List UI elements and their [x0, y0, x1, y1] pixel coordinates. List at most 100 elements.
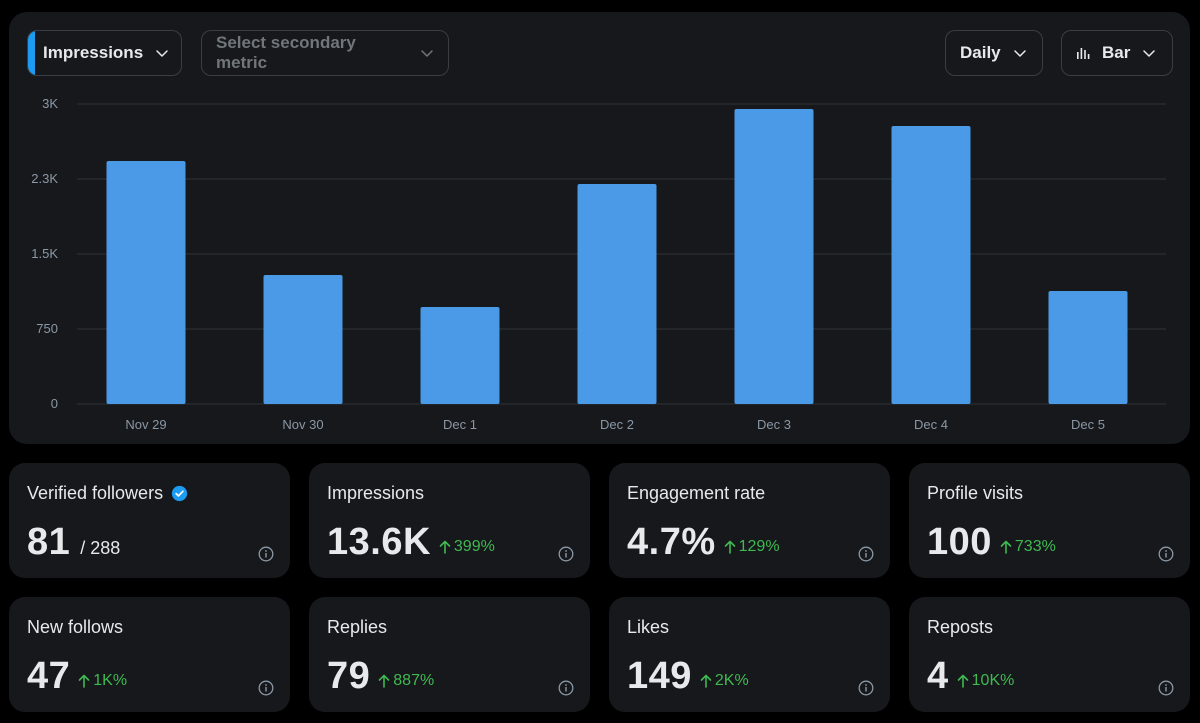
card-value: 81	[27, 521, 71, 563]
y-tick-label: 2.3K	[31, 171, 58, 186]
card-change: 733%	[1000, 538, 1056, 556]
card-label: Profile visits	[927, 483, 1024, 503]
y-tick-label: 750	[36, 321, 58, 336]
bar-dec-4[interactable]	[891, 126, 971, 404]
card-engagement-rate: Engagement rate 4.7% 129%	[609, 463, 890, 578]
info-icon[interactable]	[558, 680, 574, 696]
x-tick-label: Dec 4	[914, 417, 948, 432]
chart-type-dropdown[interactable]: Bar	[1061, 30, 1173, 76]
card-value-row: 81 / 288	[27, 521, 120, 564]
card-replies: Replies 79 887%	[309, 597, 590, 712]
card-value: 13.6K	[327, 521, 431, 563]
card-value: 149	[627, 655, 692, 697]
arrow-up-icon	[724, 540, 735, 554]
card-value-row: 47 1K%	[27, 655, 127, 698]
card-label: Reposts	[927, 617, 994, 637]
arrow-up-icon	[78, 674, 90, 688]
bar-dec-5[interactable]	[1048, 291, 1128, 404]
bar-nov-29[interactable]	[106, 161, 186, 404]
secondary-metric-placeholder: Select secondary metric	[216, 33, 356, 72]
x-tick-label: Nov 29	[125, 417, 166, 432]
arrow-up-icon	[439, 540, 451, 554]
card-label: Replies	[327, 617, 388, 637]
chart-type-label: Bar	[1102, 43, 1131, 62]
card-profile-visits: Profile visits 100 733%	[909, 463, 1190, 578]
x-tick-label: Dec 5	[1071, 417, 1105, 432]
chart-panel: 0 750 1.5K 2.3K 3K Nov 29 Nov 30 Dec 1 Dec 2 Dec …	[9, 12, 1190, 444]
y-tick-label: 0	[51, 396, 58, 411]
card-change: 887%	[378, 672, 434, 690]
card-verified-followers: Verified followers 81 / 288	[9, 463, 290, 578]
card-value: 100	[927, 521, 992, 563]
card-value-row: 100 733%	[927, 521, 1056, 564]
card-change: 2K%	[700, 672, 749, 690]
verified-badge-icon	[171, 485, 188, 502]
card-reposts: Reposts 4 10K%	[909, 597, 1190, 712]
card-change: 129%	[724, 538, 780, 556]
primary-metric-dropdown[interactable]: Impressions	[27, 30, 182, 76]
x-tick-label: Dec 3	[757, 417, 791, 432]
bar-chart-icon	[1077, 48, 1090, 59]
y-tick-label: 3K	[42, 96, 58, 111]
arrow-up-icon	[378, 674, 390, 688]
card-change-value: 10K%	[971, 672, 1015, 689]
chevron-down-icon	[1013, 50, 1026, 57]
card-value-row: 4 10K%	[927, 655, 1014, 698]
card-label: Impressions	[327, 483, 425, 503]
bar-nov-30[interactable]	[263, 275, 343, 404]
card-likes: Likes 149 2K%	[609, 597, 890, 712]
card-change: 10K%	[957, 672, 1015, 690]
arrow-up-icon	[1000, 540, 1012, 554]
card-change-value: 2K%	[714, 672, 749, 689]
card-value: 4.7%	[627, 521, 716, 563]
bar-dec-3[interactable]	[734, 109, 814, 404]
interval-dropdown[interactable]: Daily	[945, 30, 1043, 76]
card-value: 79	[327, 655, 371, 697]
card-change: 1K%	[78, 672, 127, 690]
info-icon[interactable]	[1158, 680, 1174, 696]
card-label: Verified followers	[27, 483, 188, 504]
info-icon[interactable]	[858, 546, 874, 562]
chevron-down-icon	[421, 50, 433, 57]
card-change-value: 1K%	[93, 672, 128, 689]
card-change: 399%	[439, 538, 495, 556]
card-change-value: 129%	[738, 538, 780, 555]
arrow-up-icon	[700, 674, 712, 688]
card-label-text: Verified followers	[27, 483, 164, 503]
info-icon[interactable]	[1158, 546, 1174, 562]
x-tick-label: Dec 1	[443, 417, 477, 432]
interval-label: Daily	[960, 43, 1001, 62]
card-value-row: 149 2K%	[627, 655, 749, 698]
card-change-value: 399%	[453, 538, 495, 555]
bar-dec-1[interactable]	[420, 307, 500, 404]
card-subvalue: / 288	[80, 538, 121, 558]
chevron-down-icon	[1143, 50, 1156, 57]
y-tick-label: 1.5K	[31, 246, 58, 261]
info-icon[interactable]	[258, 680, 274, 696]
secondary-metric-dropdown[interactable]: Select secondary metric	[201, 30, 449, 76]
x-tick-label: Nov 30	[282, 417, 323, 432]
card-label: Engagement rate	[627, 483, 766, 503]
card-new-follows: New follows 47 1K%	[9, 597, 290, 712]
metrics-grid: Verified followers 81 / 288 Impressions …	[9, 463, 1190, 713]
card-value-row: 13.6K 399%	[327, 521, 495, 564]
card-label: Likes	[627, 617, 670, 637]
bar-chart: 0 750 1.5K 2.3K 3K Nov 29 Nov 30 Dec 1 Dec 2 Dec …	[31, 96, 1166, 432]
info-icon[interactable]	[858, 680, 874, 696]
card-value-row: 79 887%	[327, 655, 434, 698]
card-value: 4	[927, 655, 949, 697]
primary-metric-accent	[28, 31, 35, 75]
x-tick-label: Dec 2	[600, 417, 634, 432]
card-change-value: 733%	[1014, 538, 1056, 555]
arrow-up-icon	[957, 674, 968, 688]
chevron-down-icon	[156, 50, 168, 57]
bar-dec-2[interactable]	[577, 184, 657, 404]
card-impressions: Impressions 13.6K 399%	[309, 463, 590, 578]
card-value: 47	[27, 655, 71, 697]
card-value-row: 4.7% 129%	[627, 521, 780, 564]
primary-metric-label: Impressions	[43, 43, 144, 62]
card-change-value: 887%	[393, 672, 435, 689]
info-icon[interactable]	[558, 546, 574, 562]
card-label: New follows	[27, 617, 124, 637]
info-icon[interactable]	[258, 546, 274, 562]
